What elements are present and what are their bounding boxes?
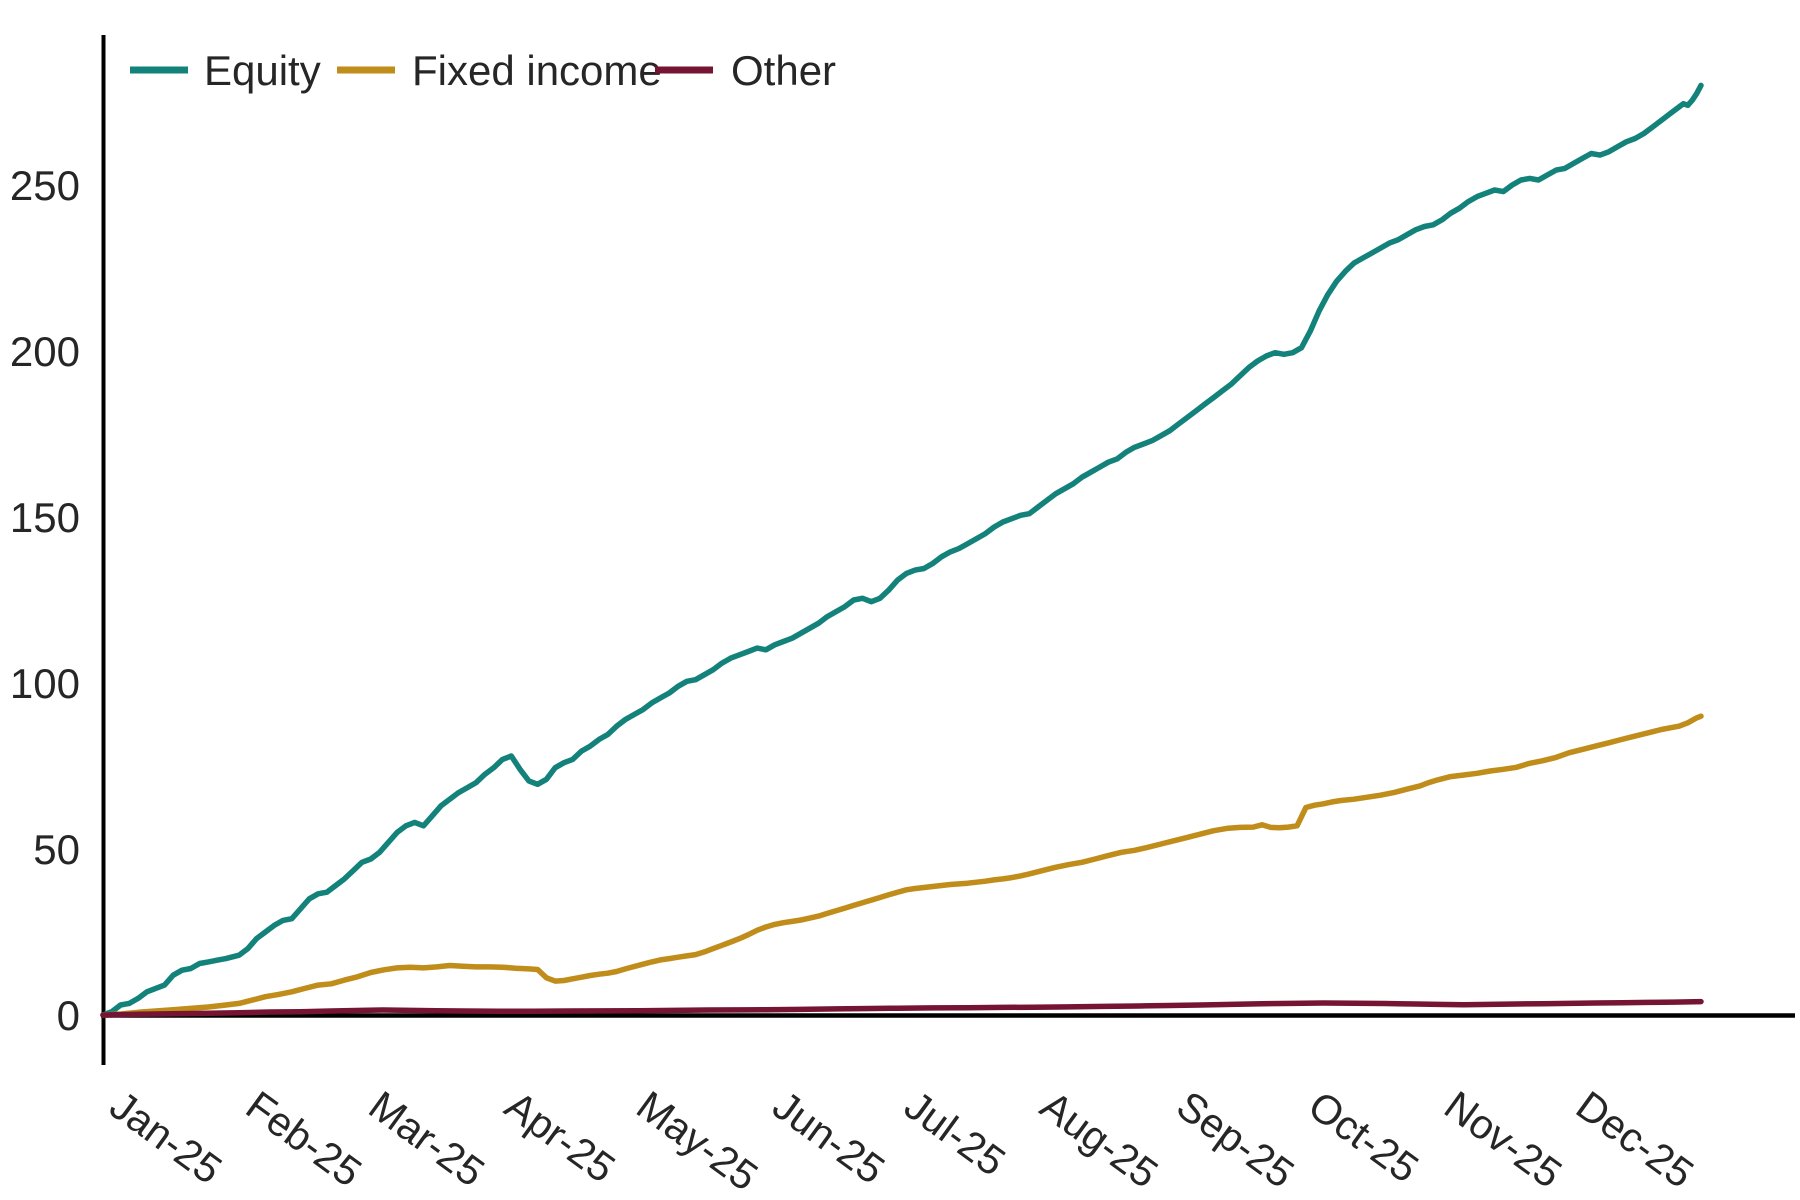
- y-tick-label: 0: [57, 992, 80, 1039]
- x-tick-label: Oct-25: [1300, 1082, 1427, 1192]
- x-tick-label: Nov-25: [1436, 1082, 1570, 1197]
- x-tick-label: Feb-25: [238, 1082, 370, 1196]
- y-tick-label: 250: [10, 162, 80, 209]
- y-tick-label: 200: [10, 328, 80, 375]
- legend-label-equity: Equity: [204, 47, 321, 94]
- legend-item-fixed-income: Fixed income: [337, 47, 662, 94]
- y-tick-label: 150: [10, 494, 80, 541]
- legend-label-other: Other: [731, 47, 836, 94]
- series-line-other: [100, 998, 1704, 1018]
- x-tick-label: Dec-25: [1568, 1082, 1702, 1197]
- x-tick-label: Mar-25: [361, 1082, 493, 1196]
- legend-item-other: Other: [655, 47, 836, 94]
- x-tick-label: Jun-25: [765, 1082, 893, 1193]
- x-tick-label: Jul-25: [896, 1082, 1013, 1185]
- x-tick-label: May-25: [629, 1082, 767, 1200]
- legend-label-fixed-income: Fixed income: [412, 47, 662, 94]
- y-axis-labels: 0 50 100 150 200 250: [10, 162, 80, 1039]
- series-line-fixed-income: [100, 713, 1704, 1018]
- x-tick-label: Apr-25: [497, 1082, 624, 1192]
- series-line-equity: [100, 82, 1704, 1018]
- y-tick-label: 50: [33, 826, 80, 873]
- x-tick-label: Jan-25: [102, 1082, 230, 1193]
- x-tick-label: Aug-25: [1032, 1082, 1166, 1197]
- y-tick-label: 100: [10, 660, 80, 707]
- legend-item-equity: Equity: [130, 47, 321, 94]
- legend: Equity Fixed income Other: [130, 47, 836, 94]
- series-lines: [100, 82, 1704, 1018]
- x-tick-label: Sep-25: [1168, 1082, 1302, 1197]
